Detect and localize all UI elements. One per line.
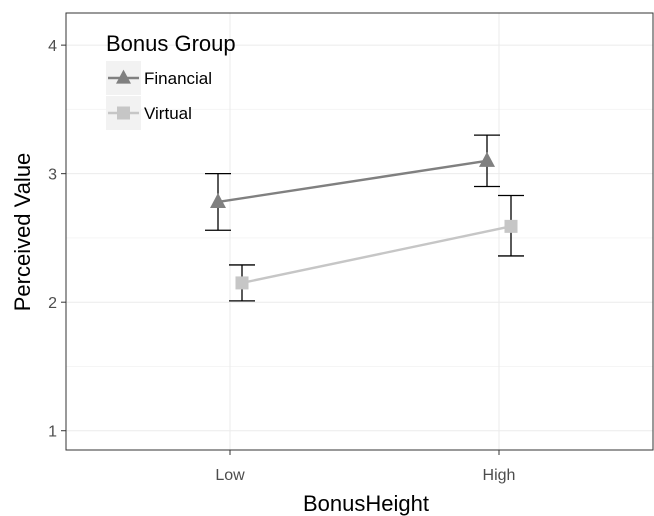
square-marker: [235, 276, 249, 290]
error-bars: [205, 134, 524, 302]
x-axis: Low High: [215, 450, 515, 484]
legend-label: Virtual: [144, 104, 192, 123]
legend-entry-virtual: Virtual: [106, 96, 192, 130]
series-lines: [217, 159, 512, 285]
y-tick-label: 4: [48, 38, 57, 55]
x-tick-label: High: [483, 467, 516, 484]
x-tick-label: Low: [215, 467, 245, 484]
legend-entry-financial: Financial: [106, 61, 212, 95]
legend-entries: Financial Virtual: [106, 61, 212, 130]
series-line-financial: [217, 159, 488, 204]
y-axis: 1 2 3 4: [48, 38, 66, 441]
triangle-marker: [210, 193, 226, 208]
legend: Bonus Group Financial Virtual: [106, 31, 236, 130]
plot-panel: [65, 12, 654, 451]
y-tick-label: 1: [48, 424, 57, 441]
square-marker: [504, 219, 518, 233]
x-axis-title: BonusHeight: [303, 491, 429, 516]
triangle-marker: [479, 151, 495, 167]
data-markers: [210, 151, 518, 290]
legend-triangle-icon: [116, 69, 131, 84]
legend-title: Bonus Group: [106, 31, 236, 56]
y-axis-title: Perceived Value: [10, 153, 35, 312]
legend-label: Financial: [144, 69, 212, 88]
grid: [66, 13, 653, 450]
series-line-virtual: [241, 225, 512, 285]
legend-square-icon: [117, 106, 130, 120]
y-tick-label: 3: [48, 167, 57, 184]
y-tick-label: 2: [48, 295, 57, 312]
